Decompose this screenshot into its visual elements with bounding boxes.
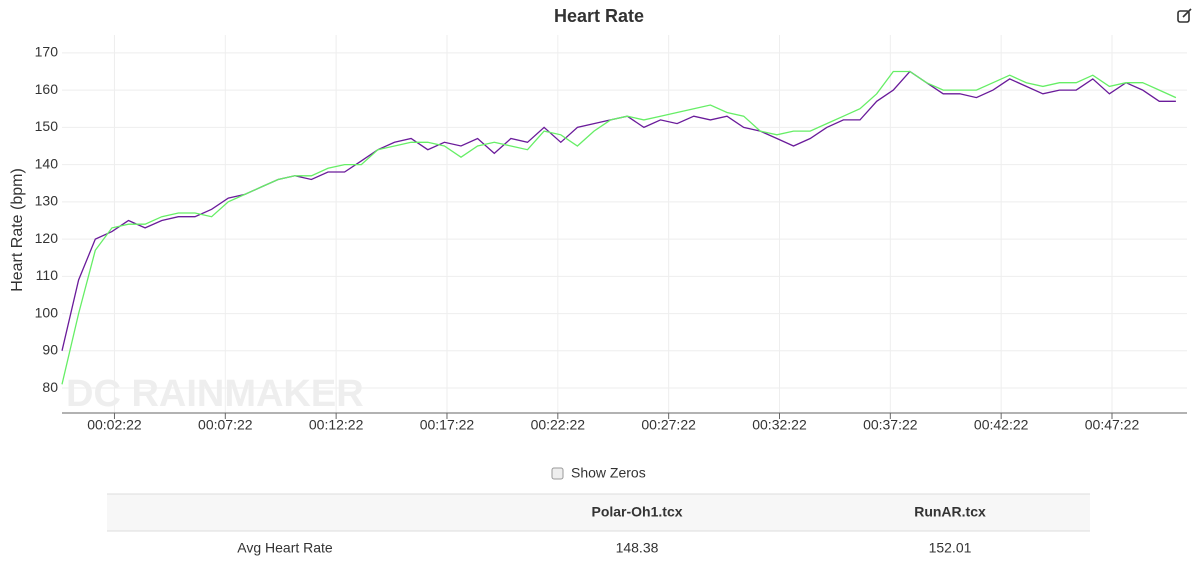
edit-icon[interactable] xyxy=(1177,8,1192,23)
x-tick-label: 00:12:22 xyxy=(309,417,364,433)
y-tick-label: 170 xyxy=(35,44,59,60)
line-series xyxy=(61,70,1177,385)
x-tick-label: 00:27:22 xyxy=(641,417,696,433)
table-cell: 152.01 xyxy=(929,540,972,556)
y-tick-label: 100 xyxy=(35,304,59,320)
x-tick-label: 00:22:22 xyxy=(531,417,586,433)
y-tick-label: 150 xyxy=(35,118,59,134)
x-tick-label: 00:32:22 xyxy=(752,417,807,433)
table-header: RunAR.tcx xyxy=(914,504,986,520)
y-tick-label: 130 xyxy=(35,193,59,209)
table-row-label: Avg Heart Rate xyxy=(237,540,333,556)
line-series xyxy=(61,70,1176,351)
checkbox-label[interactable]: Show Zeros xyxy=(571,465,646,481)
x-tick-label: 00:17:22 xyxy=(420,417,475,433)
table-header-bg xyxy=(107,494,1090,531)
y-tick-label: 90 xyxy=(42,342,58,358)
x-tick-label: 00:07:22 xyxy=(198,417,253,433)
table-cell: 148.38 xyxy=(616,540,659,556)
y-tick-label: 140 xyxy=(35,155,59,171)
x-tick-label: 00:02:22 xyxy=(87,417,142,433)
table-header: Polar-Oh1.tcx xyxy=(591,504,682,520)
y-tick-label: 160 xyxy=(35,81,59,97)
x-tick-label: 00:37:22 xyxy=(863,417,918,433)
y-tick-label: 120 xyxy=(35,230,59,246)
checkbox[interactable] xyxy=(551,467,564,480)
y-tick-label: 80 xyxy=(42,379,58,395)
chart-title: Heart Rate xyxy=(554,6,644,26)
watermark: DC RAINMAKER xyxy=(66,373,364,415)
x-tick-label: 00:47:22 xyxy=(1085,417,1140,433)
y-axis-label: Heart Rate (bpm) xyxy=(9,168,26,292)
y-tick-label: 110 xyxy=(36,267,59,283)
x-tick-label: 00:42:22 xyxy=(974,417,1029,433)
